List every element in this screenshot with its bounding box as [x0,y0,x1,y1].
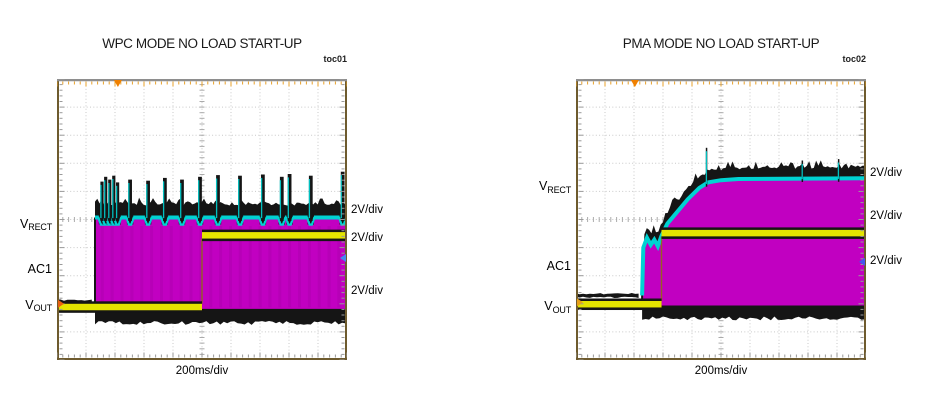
channel-label-sub: RECT [547,184,571,195]
scope-panel-pma: PMA MODE NO LOAD START-UP toc02 VRECT AC… [519,0,929,400]
scale-label-ac1: 2V/div [351,284,383,297]
channel-label-vout: VOUT [0,297,53,314]
channel-label-sub: OUT [33,303,53,314]
channel-label-vout: VOUT [519,299,572,315]
channel-ground-marker [58,299,64,308]
corner-tag: toc01 [323,54,347,64]
scale-label-vout: 2V/div [870,210,902,223]
time-scale-label: 200ms/div [694,365,748,377]
cursor-marker [340,254,346,262]
channel-label-main: V [25,297,34,312]
scope-screen [576,79,866,360]
trigger-marker [113,80,122,87]
chart-title: PMA MODE NO LOAD START-UP [622,36,820,51]
channel-label-main: V [538,179,548,194]
channel-label-ac1: AC1 [0,262,52,276]
channel-label-sub: OUT [552,304,572,315]
scope-panel-wpc: WPC MODE NO LOAD START-UP toc01 VRECT AC… [0,0,460,400]
corner-tag: toc02 [842,54,866,64]
time-scale-label: 200ms/div [175,365,229,377]
channel-label-main: V [19,216,29,231]
cursor-marker [859,257,865,266]
channel-label-vrect: VRECT [519,179,571,195]
channel-label-main: AC1 [27,261,52,276]
channel-ground-marker [577,298,583,307]
trigger-marker [630,80,639,87]
scale-label-vout: 2V/div [351,232,383,244]
scale-label-vrect: 2V/div [351,203,383,216]
channel-label-main: AC1 [546,258,571,273]
channel-label-ac1: AC1 [519,259,571,273]
channel-label-vrect: VRECT [0,216,52,233]
chart-title: WPC MODE NO LOAD START-UP [102,36,302,51]
channel-label-main: V [544,299,553,313]
channel-label-sub: RECT [28,222,52,233]
scale-label-ac1: 2V/div [870,255,902,268]
scale-label-vrect: 2V/div [870,167,902,180]
scope-screen [57,79,347,360]
